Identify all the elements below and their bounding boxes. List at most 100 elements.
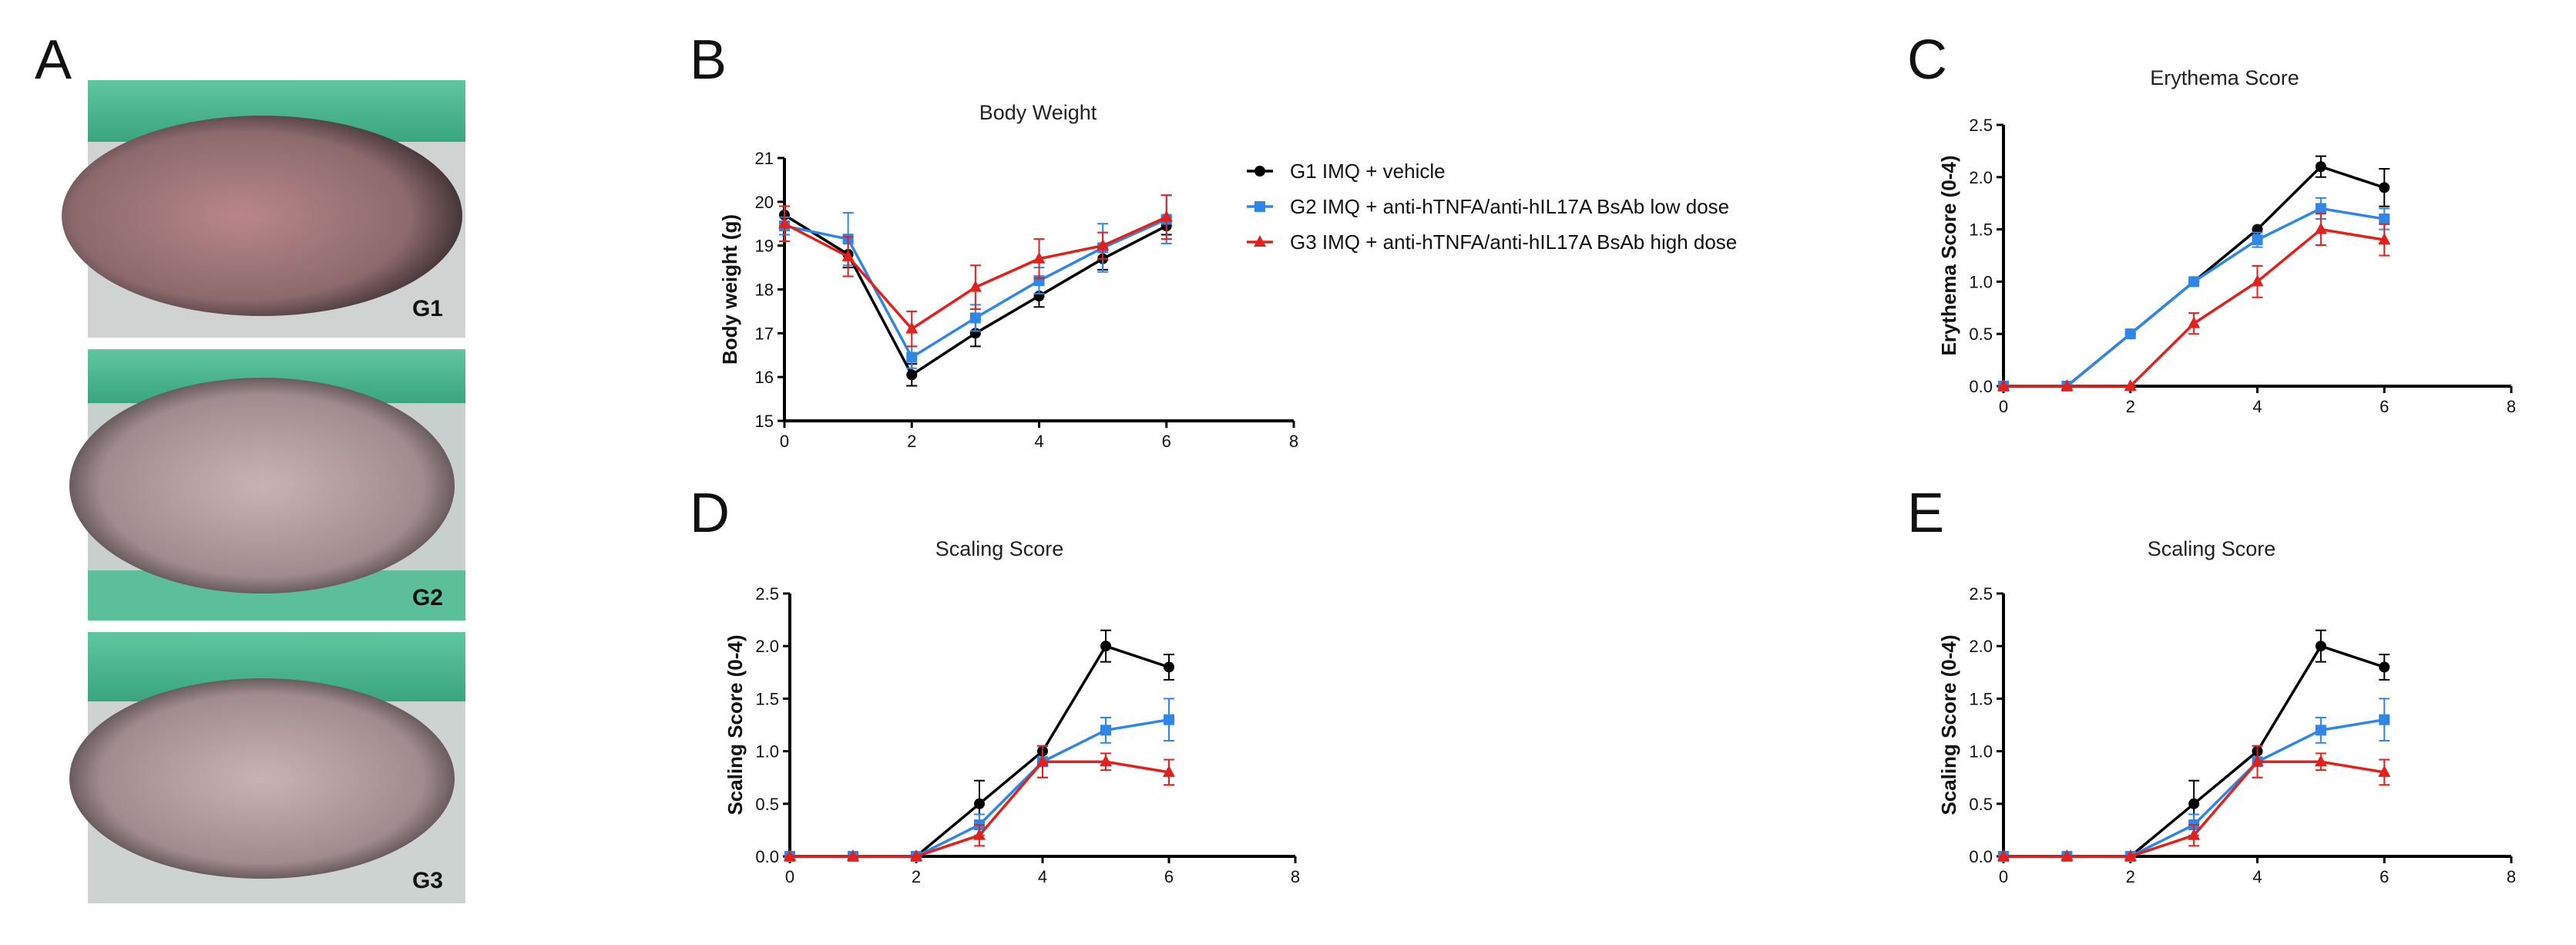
y-tick-label: 2.5	[1969, 116, 1993, 135]
x-tick-label: 4	[2252, 867, 2262, 886]
y-tick-label: 0.0	[1969, 377, 1993, 396]
marker	[2188, 798, 2200, 809]
y-tick-label: 2.0	[1969, 637, 1993, 656]
y-tick-label: 2.0	[1969, 168, 1993, 187]
y-tick-label: 16	[755, 368, 774, 387]
x-tick-label: 6	[1164, 867, 1174, 886]
marker	[784, 849, 796, 861]
marker	[2379, 661, 2390, 673]
x-tick-label: 6	[2380, 867, 2389, 886]
y-axis-label: Body weight (g)	[718, 214, 741, 365]
marker	[906, 351, 918, 363]
marker	[905, 321, 919, 334]
marker	[2251, 274, 2264, 287]
marker	[1164, 661, 1174, 673]
y-tick-label: 1.0	[1969, 272, 1993, 291]
x-tick-label: 2	[2126, 867, 2135, 886]
y-tick-label: 17	[755, 324, 774, 343]
y-axis-label: Erythema Score (0-4)	[1937, 155, 1960, 355]
x-tick-label: 8	[1291, 867, 1300, 886]
marker	[1160, 210, 1173, 222]
marker	[1033, 251, 1046, 264]
y-tick-label: 18	[755, 281, 774, 300]
marker	[2315, 161, 2326, 173]
x-tick-label: 8	[2507, 397, 2516, 416]
y-tick-label: 1.5	[755, 689, 779, 708]
x-tick-label: 8	[2507, 867, 2516, 886]
y-axis-label: Scaling Score (0-4)	[1937, 634, 1960, 815]
marker	[1100, 755, 1112, 767]
marker	[969, 280, 982, 292]
marker	[1100, 725, 1111, 736]
y-axis-label: Scaling Score (0-4)	[724, 634, 747, 815]
chart-title: Scaling Score	[2148, 537, 2276, 560]
series-line	[2003, 227, 2385, 388]
marker	[841, 249, 855, 261]
marker	[2124, 328, 2136, 340]
legend-label: G2 IMQ + anti-hTNFA/anti-hIL17A BsAb low…	[1290, 195, 1729, 218]
marker	[2315, 641, 2326, 652]
photo-label: G3	[412, 868, 443, 893]
x-tick-label: 2	[912, 867, 921, 886]
marker	[910, 849, 922, 861]
marker	[1164, 714, 1174, 725]
marker	[2378, 233, 2391, 245]
panel-label: B	[690, 29, 727, 91]
marker	[2252, 234, 2263, 246]
marker	[969, 312, 981, 324]
marker	[2314, 755, 2327, 767]
y-tick-label: 0.0	[755, 847, 779, 866]
marker	[847, 849, 859, 861]
chart-title: Body Weight	[979, 101, 1097, 124]
marker	[906, 369, 918, 381]
y-tick-label: 20	[755, 193, 774, 212]
marker	[974, 798, 985, 809]
panel-label: A	[35, 29, 72, 91]
y-tick-label: 1.0	[755, 742, 779, 762]
marker	[2124, 849, 2137, 861]
y-tick-label: 0.5	[755, 795, 779, 814]
marker	[2251, 755, 2264, 767]
y-tick-label: 2.5	[755, 584, 779, 604]
y-tick-label: 21	[755, 149, 774, 168]
x-tick-label: 8	[1289, 432, 1298, 451]
x-tick-label: 2	[907, 432, 916, 451]
legend-label: G1 IMQ + vehicle	[1290, 160, 1446, 183]
marker	[778, 217, 791, 229]
marker	[1997, 849, 2010, 861]
legend-marker	[1254, 166, 1265, 177]
marker	[2188, 316, 2201, 328]
x-tick-label: 2	[2126, 397, 2135, 416]
y-tick-label: 2.5	[1969, 584, 1993, 604]
panel-label: E	[1907, 483, 1944, 544]
legend-label: G3 IMQ + anti-hTNFA/anti-hIL17A BsAb hig…	[1290, 230, 1737, 254]
marker	[2378, 765, 2391, 777]
marker	[1100, 641, 1111, 652]
y-tick-label: 0.0	[1969, 847, 1993, 866]
marker	[2379, 182, 2390, 193]
series-line	[2003, 207, 2385, 388]
y-tick-label: 1.5	[1969, 689, 1993, 708]
y-tick-label: 1.0	[1969, 742, 1993, 762]
marker	[2315, 725, 2326, 736]
marker	[973, 828, 986, 840]
marker	[1097, 238, 1110, 251]
x-tick-label: 4	[2252, 397, 2262, 416]
x-tick-label: 4	[1034, 432, 1043, 451]
legend-marker	[1254, 201, 1265, 212]
marker	[2314, 222, 2327, 234]
x-tick-label: 0	[780, 432, 789, 451]
photo-g1: G1	[62, 80, 465, 338]
marker	[1997, 379, 2010, 391]
y-tick-label: 2.0	[755, 637, 779, 656]
y-tick-label: 1.5	[1969, 220, 1993, 240]
marker	[2379, 714, 2390, 725]
marker	[2188, 276, 2200, 288]
marker	[2315, 203, 2326, 214]
chart-title: Erythema Score	[2150, 66, 2299, 89]
x-tick-label: 4	[1038, 867, 1047, 886]
photo-label: G2	[412, 585, 443, 610]
y-tick-label: 19	[755, 237, 774, 256]
marker	[2188, 828, 2201, 840]
